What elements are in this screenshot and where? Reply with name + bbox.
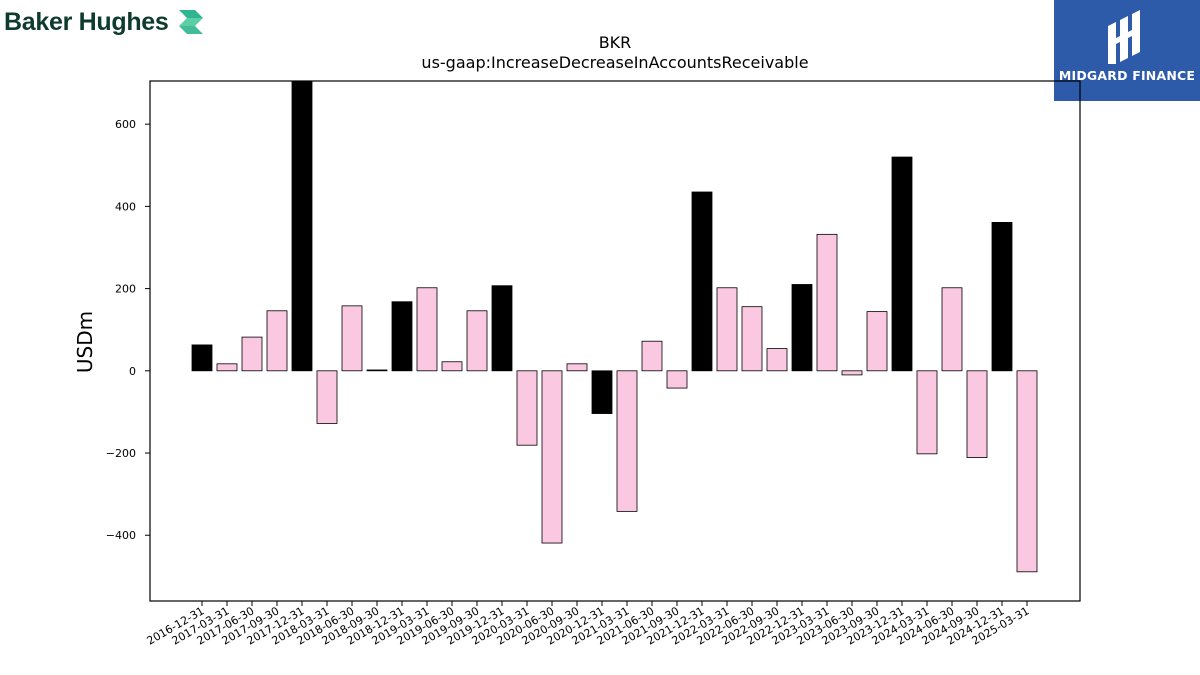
bar-2021-09-30 xyxy=(666,370,688,389)
bar-2020-06-30 xyxy=(541,370,563,544)
chart-subtitle: us-gaap:IncreaseDecreaseInAccountsReceiv… xyxy=(421,53,808,72)
brand-name: Baker Hughes xyxy=(4,7,169,36)
bar-2024-12-31 xyxy=(991,222,1013,372)
bar-2019-06-30 xyxy=(441,361,463,372)
bar-2021-06-30 xyxy=(641,340,663,372)
y-axis-ticks: −400 −200 0 200 400 600 xyxy=(106,118,150,542)
bar-2017-09-30 xyxy=(266,310,288,372)
y-tick-label: 600 xyxy=(115,118,136,131)
bar-2024-03-31 xyxy=(916,370,938,455)
bar-2018-12-31 xyxy=(391,301,413,372)
bar-2019-09-30 xyxy=(466,310,488,372)
bar-2016-12-31 xyxy=(191,344,213,372)
bar-2019-03-31 xyxy=(416,287,438,372)
bar-2020-12-31 xyxy=(591,370,613,414)
midgard-finance-logo: MIDGARD FINANCE xyxy=(1054,0,1200,101)
bar-2024-09-30 xyxy=(966,370,988,458)
bar-2024-06-30 xyxy=(941,287,963,372)
y-axis-label: USDm xyxy=(73,311,97,373)
y-tick-label: −200 xyxy=(106,447,136,460)
bar-2023-06-30 xyxy=(841,370,863,376)
bar-2025-03-31 xyxy=(1016,370,1038,573)
midgard-monogram-icon xyxy=(1108,10,1140,64)
bar-2017-12-31 xyxy=(291,81,313,372)
bar-2017-03-31 xyxy=(216,363,238,372)
plot-area xyxy=(191,81,1038,573)
partner-name: MIDGARD FINANCE xyxy=(1058,68,1196,83)
bar-2018-09-30 xyxy=(366,369,388,372)
bar-2023-09-30 xyxy=(866,311,888,372)
bar-2017-06-30 xyxy=(241,336,263,372)
plot-frame xyxy=(149,80,1081,602)
y-tick-label: 0 xyxy=(129,365,136,378)
chart-title: BKR xyxy=(599,33,632,52)
chevron-logo-icon xyxy=(178,10,203,34)
bar-2023-03-31 xyxy=(816,233,838,372)
x-axis-ticks: 2016-12-312017-03-312017-06-302017-09-30… xyxy=(145,601,1032,648)
y-tick-label: −400 xyxy=(106,529,136,542)
bar-2021-12-31 xyxy=(691,191,713,372)
bar-2019-12-31 xyxy=(491,285,513,372)
bar-2021-03-31 xyxy=(616,370,638,512)
bar-2018-06-30 xyxy=(341,305,363,372)
bar-2020-09-30 xyxy=(566,363,588,372)
y-tick-label: 200 xyxy=(115,283,136,296)
bar-2020-03-31 xyxy=(516,370,538,446)
bar-2022-12-31 xyxy=(791,284,813,372)
y-tick-label: 400 xyxy=(115,200,136,213)
bar-2022-09-30 xyxy=(766,348,788,372)
baker-hughes-logo: Baker Hughes xyxy=(4,2,207,42)
bar-2023-12-31 xyxy=(891,156,913,372)
bar-2022-03-31 xyxy=(716,287,738,372)
bar-2022-06-30 xyxy=(741,306,763,372)
bar-2018-03-31 xyxy=(316,370,338,424)
